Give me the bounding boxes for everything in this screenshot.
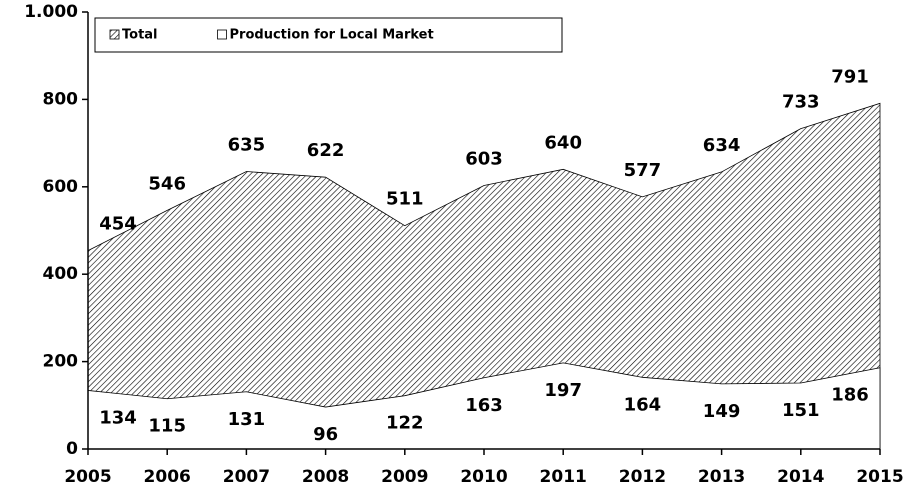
data-label: 577 — [624, 160, 662, 181]
data-label: 546 — [148, 173, 186, 194]
data-label: 131 — [228, 409, 266, 430]
x-tick-label: 2015 — [856, 467, 903, 487]
x-tick-label: 2012 — [619, 467, 666, 487]
area — [87, 102, 881, 450]
data-label: 634 — [703, 135, 741, 156]
data-label: 149 — [703, 401, 741, 422]
data-label: 622 — [307, 140, 345, 161]
x-tick-label: 2014 — [777, 467, 824, 487]
data-label: 122 — [386, 413, 424, 434]
data-label: 603 — [465, 148, 503, 169]
data-label: 640 — [544, 132, 582, 153]
data-label: 635 — [228, 135, 266, 156]
data-label: 454 — [99, 214, 137, 235]
y-tick-label: 1.000 — [24, 2, 78, 22]
x-tick-label: 2009 — [381, 467, 428, 487]
x-tick-label: 2007 — [223, 467, 270, 487]
data-label: 151 — [782, 400, 820, 421]
data-label: 733 — [782, 92, 820, 113]
data-label: 511 — [386, 189, 424, 210]
x-tick-label: 2005 — [64, 467, 111, 487]
legend-box — [94, 17, 563, 53]
legend-swatch — [217, 29, 227, 40]
x-tick-label: 2008 — [302, 467, 349, 487]
y-tick-label: 600 — [43, 177, 79, 197]
data-label: 186 — [831, 385, 869, 406]
data-label: 115 — [148, 416, 186, 437]
y-tick-label: 200 — [43, 352, 79, 372]
y-tick-label: 800 — [43, 89, 79, 109]
area — [87, 362, 881, 450]
data-label: 197 — [544, 380, 582, 401]
legend-swatch — [109, 29, 120, 40]
legend-label: Production for Local Market — [230, 28, 434, 43]
data-label: 163 — [465, 395, 503, 416]
x-tick-label: 2011 — [540, 467, 587, 487]
data-label: 96 — [313, 424, 338, 445]
y-tick-label: 0 — [66, 439, 78, 459]
data-label: 791 — [831, 66, 869, 87]
y-tick-label: 400 — [43, 264, 79, 284]
data-label: 164 — [624, 394, 662, 415]
x-tick-label: 2006 — [144, 467, 191, 487]
x-tick-label: 2010 — [460, 467, 507, 487]
legend-label: Total — [122, 28, 158, 43]
data-label: 134 — [99, 407, 137, 428]
x-tick-label: 2013 — [698, 467, 745, 487]
